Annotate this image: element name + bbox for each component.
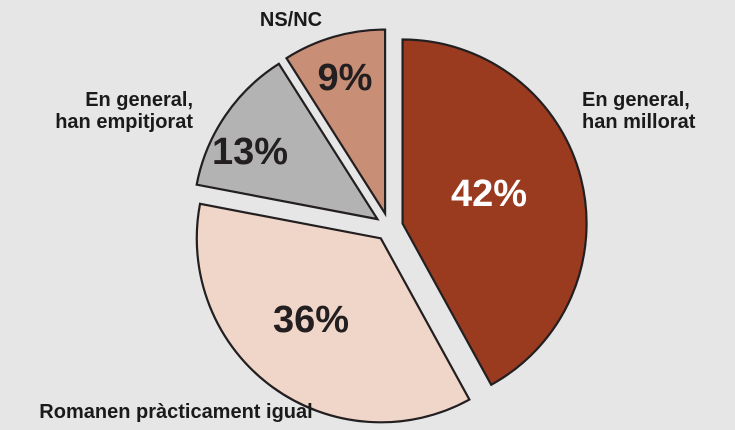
pie-slice-4 <box>284 28 387 218</box>
pie-slice-2 <box>195 202 471 424</box>
slice-value-label-4: 9% <box>318 57 373 99</box>
slice-value-label-3: 13% <box>212 131 288 173</box>
slice-category-label-3: En general, han empitjorat <box>55 89 193 133</box>
slice-category-label-1: En general, han millorat <box>582 89 696 133</box>
slice-value-label-1: 42% <box>451 173 527 215</box>
slice-value-label-2: 36% <box>273 299 349 341</box>
pie-slice-1 <box>401 38 588 387</box>
slice-category-label-4: NS/NC <box>260 9 322 31</box>
pie-slice-3 <box>195 62 380 221</box>
slice-category-label-2: Romanen pràcticament igual <box>39 401 312 423</box>
